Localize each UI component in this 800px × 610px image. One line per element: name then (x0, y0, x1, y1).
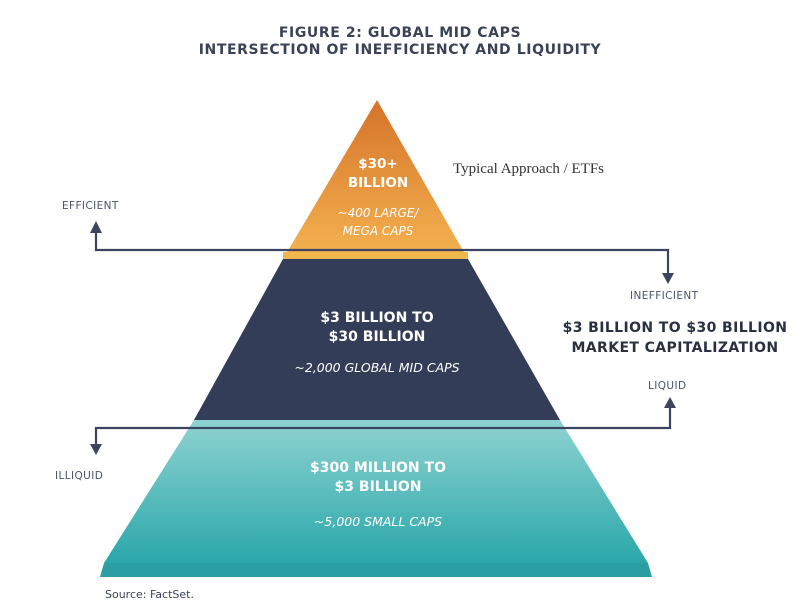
source-note: Source: FactSet. (105, 588, 194, 601)
efficient-inefficient-arrow (94, 233, 670, 276)
tier-bottom-label-1: $300 MILLION TO (310, 460, 446, 476)
tier-top-count-1: ~400 LARGE/ (338, 206, 421, 220)
arrowhead-down-illiquid (90, 444, 102, 455)
figure-title: FIGURE 2: GLOBAL MID CAPS (278, 25, 522, 41)
pyramid-tier-middle (194, 259, 560, 420)
tier-middle-label-2: $30 BILLION (329, 329, 426, 345)
label-typical-approach: Typical Approach / ETFs (453, 161, 604, 177)
tier-middle-count: ~2,000 GLOBAL MID CAPS (294, 360, 459, 375)
tier-top-count-2: MEGA CAPS (343, 224, 414, 238)
tier-bottom-label-2: $3 BILLION (335, 479, 422, 495)
label-liquid: LIQUID (648, 380, 686, 392)
figure-subtitle: INTERSECTION OF INEFFICIENCY AND LIQUIDI… (198, 42, 602, 58)
label-market-cap-caption: MARKET CAPITALIZATION (571, 340, 778, 356)
pyramid-tier-bottom (104, 420, 648, 563)
tier-middle-label-1: $3 BILLION TO (320, 310, 433, 326)
label-illiquid: ILLIQUID (55, 470, 103, 482)
tier-bottom-count: ~5,000 SMALL CAPS (314, 514, 442, 529)
tier-top-label-1: $30+ (358, 156, 398, 172)
arrowhead-up-efficient (90, 221, 102, 233)
tier-top-label-2: BILLION (348, 175, 408, 191)
label-inefficient: INEFFICIENT (630, 290, 699, 302)
tier-top-band (283, 252, 468, 259)
liquid-illiquid-arrow (94, 405, 672, 447)
tier-bottom-base (100, 563, 652, 577)
arrowhead-down-inefficient (662, 273, 674, 284)
arrowhead-up-liquid (664, 397, 676, 408)
pyramid-tier-top (286, 100, 465, 254)
label-market-cap-range: $3 BILLION TO $30 BILLION (563, 320, 788, 336)
label-efficient: EFFICIENT (62, 200, 119, 212)
